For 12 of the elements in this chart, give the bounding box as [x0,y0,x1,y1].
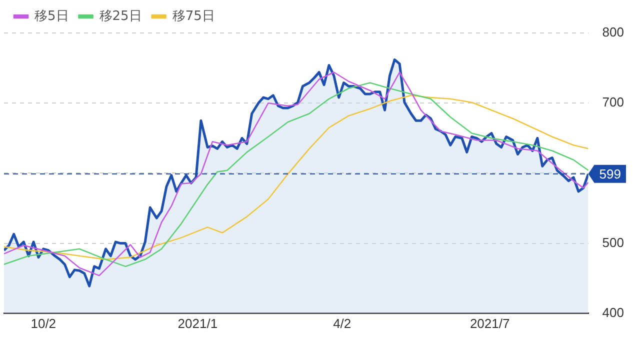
ref-line-label: 599 [599,166,622,182]
x-tick-label: 10/2 [30,316,56,331]
x-tick-label: 4/2 [333,316,352,331]
y-tick-label: 500 [602,234,624,250]
legend-label: 移25日 [99,8,142,24]
y-tick-label: 400 [602,304,624,320]
y-tick-label: 800 [602,24,624,40]
y-tick-label: 700 [602,94,624,110]
x-tick-label: 2021/1 [178,316,218,331]
x-tick-label: 2021/7 [470,316,510,331]
legend-label: 移75日 [172,8,215,24]
legend-label: 移5日 [34,8,69,24]
